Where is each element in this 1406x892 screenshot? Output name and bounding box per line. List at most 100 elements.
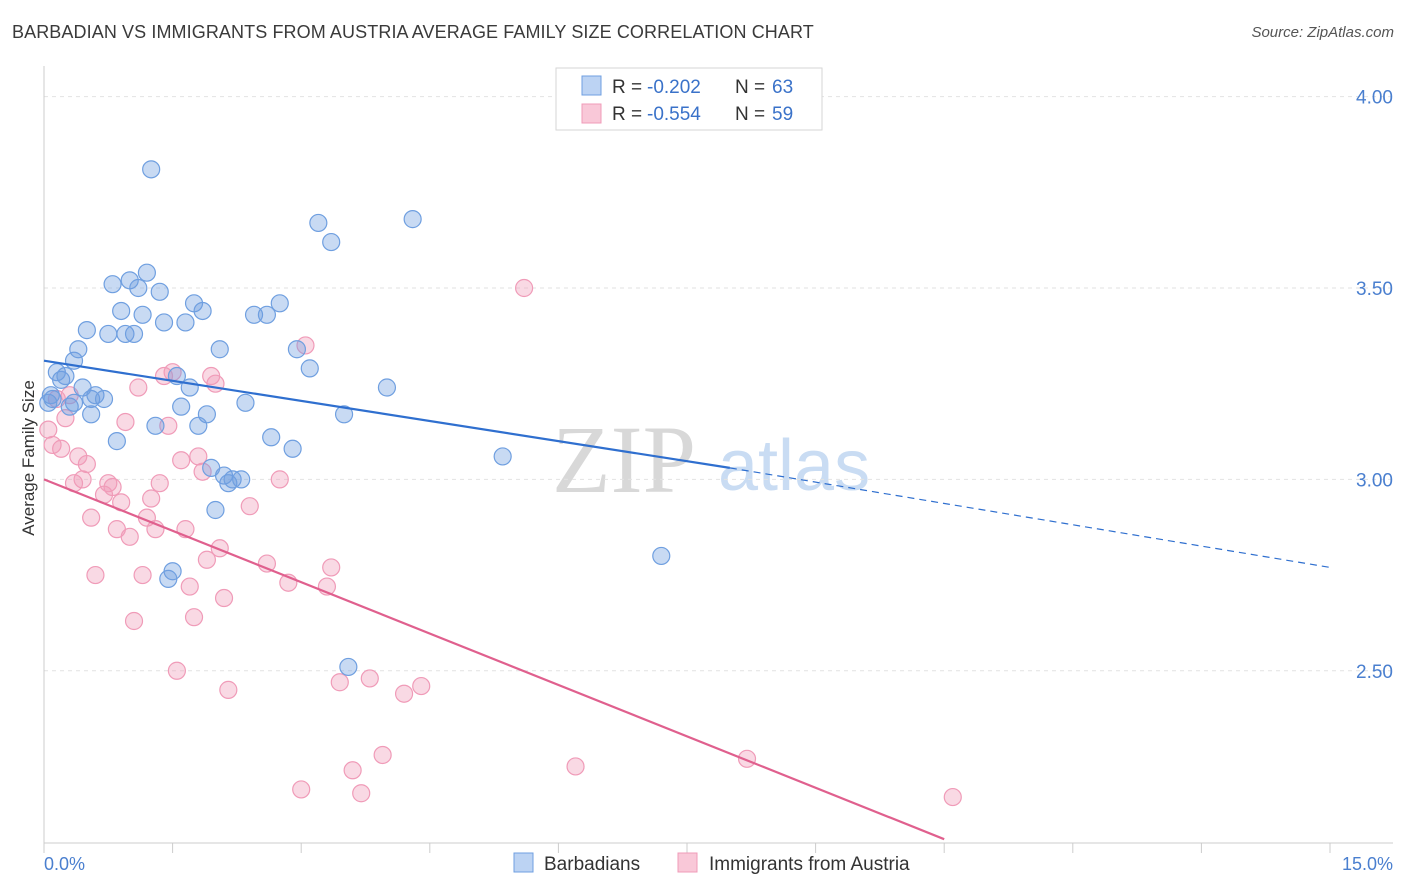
- barbadians-point-10: [82, 405, 101, 424]
- barbadians-point-51: [300, 359, 319, 378]
- legend-swatch-austria: [581, 103, 602, 124]
- barbadians-point-13: [94, 389, 114, 409]
- barbadians-point-26: [150, 282, 169, 301]
- barbadians-point-17: [112, 301, 131, 321]
- barbadians-point-27: [154, 313, 174, 332]
- barbadians-point-21: [129, 278, 148, 298]
- austria-point-10: [82, 508, 101, 527]
- austria-point-40: [214, 588, 234, 608]
- barbadians-point-57: [403, 210, 422, 229]
- barbadians-point-30: [172, 397, 191, 416]
- legend-n-value-2: 59: [772, 104, 793, 125]
- barbadians-point-46: [257, 305, 277, 324]
- watermark-atlas: atlas: [718, 426, 870, 506]
- austria-point-42: [240, 497, 259, 516]
- austria-point-18: [120, 527, 139, 546]
- barbadians-point-56: [377, 378, 397, 397]
- barbadians-point-24: [142, 160, 161, 179]
- barbadians-point-50: [287, 340, 307, 359]
- barbadians-point-6: [64, 393, 84, 412]
- barbadians-point-59: [652, 546, 671, 566]
- austria-point-44: [270, 470, 289, 489]
- austria-point-21: [133, 565, 152, 585]
- legend-n-label-1: N =: [735, 77, 765, 98]
- bottom-legend-swatch-barbadians: [513, 852, 534, 873]
- bottom-legend-swatch-austria: [677, 852, 698, 873]
- gridlines: [44, 96, 1393, 672]
- trendlines: [43, 359, 1331, 841]
- austria-point-47: [296, 336, 315, 355]
- y-tick-label: 4.00: [1356, 88, 1393, 109]
- barbadians-point-35: [193, 301, 212, 321]
- austria-point-29: [167, 661, 186, 680]
- legend-r-label-1: R =: [612, 77, 642, 98]
- austria-point-27: [159, 416, 178, 435]
- chart-title: BARBADIAN VS IMMIGRANTS FROM AUSTRIA AVE…: [12, 22, 814, 42]
- barbadians-point-54: [334, 405, 354, 424]
- barbadians-point-31: [176, 313, 195, 332]
- source-label: Source: ZipAtlas.com: [1251, 24, 1394, 41]
- barbadians-point-16: [107, 432, 126, 451]
- austria-point-1: [43, 435, 62, 455]
- austria-point-56: [412, 676, 431, 696]
- barbadians-point-39: [210, 340, 229, 359]
- austria-point-25: [150, 474, 169, 493]
- austria-point-54: [373, 745, 392, 765]
- axes: 2.50 3.00 3.50 4.00: [43, 66, 1393, 853]
- barbadians-point-22: [133, 305, 152, 324]
- x-tick-max: 15.0%: [1342, 854, 1393, 874]
- barbadians-point-3: [56, 366, 75, 386]
- barbadians-point-23: [137, 263, 156, 282]
- austria-point-59: [943, 787, 962, 807]
- barbadians-point-62: [159, 569, 178, 588]
- bottom-legend-austria: Immigrants from Austria: [709, 854, 910, 875]
- austria-point-23: [142, 489, 161, 508]
- austria-point-55: [394, 684, 414, 703]
- bottom-legend: Barbadians Immigrants from Austria: [513, 852, 910, 875]
- austria-point-53: [360, 669, 379, 688]
- y-tick-label: 3.00: [1356, 470, 1393, 491]
- austria-point-33: [184, 608, 204, 627]
- austria-point-60: [515, 278, 534, 298]
- austria-point-11: [86, 565, 105, 585]
- austria-point-17: [116, 412, 135, 432]
- barbadians-trendline-extension: [729, 467, 1331, 569]
- austria-points: [39, 278, 962, 807]
- legend-n-value-1: 63: [772, 77, 793, 98]
- austria-point-3: [52, 439, 71, 458]
- barbadians-point-14: [99, 324, 118, 344]
- legend-r-value-2: -0.554: [647, 104, 701, 125]
- austria-trendline: [43, 478, 945, 841]
- y-tick-label: 3.50: [1356, 279, 1393, 300]
- barbadians-point-44: [236, 393, 255, 412]
- barbadians-point-45: [244, 305, 264, 324]
- austria-point-0: [39, 420, 58, 439]
- austria-point-19: [124, 611, 144, 631]
- barbadians-point-47: [262, 428, 281, 447]
- austria-point-30: [172, 451, 191, 470]
- barbadians-point-20: [124, 324, 144, 344]
- austria-point-14: [103, 477, 122, 497]
- barbadians-point-53: [322, 232, 341, 252]
- y-tick-label: 2.50: [1356, 662, 1393, 683]
- austria-point-41: [219, 680, 238, 699]
- austria-point-51: [343, 761, 362, 780]
- austria-point-57: [566, 757, 585, 776]
- x-tick-min: 0.0%: [44, 854, 85, 874]
- barbadians-point-55: [339, 657, 358, 677]
- legend-n-label-2: N =: [735, 104, 765, 125]
- bottom-legend-barbadians: Barbadians: [544, 854, 640, 875]
- top-legend: R = -0.202 N = 63 R = -0.554 N = 59: [555, 67, 823, 131]
- austria-point-35: [193, 462, 212, 481]
- austria-point-20: [129, 378, 148, 397]
- austria-point-46: [292, 780, 311, 799]
- barbadians-point-48: [270, 294, 289, 313]
- austria-point-49: [322, 558, 341, 577]
- barbadians-trendline: [43, 359, 731, 469]
- austria-point-8: [73, 470, 92, 489]
- barbadians-point-43: [232, 470, 251, 489]
- austria-point-32: [180, 577, 199, 596]
- barbadians-point-58: [493, 447, 512, 466]
- austria-point-50: [330, 673, 349, 692]
